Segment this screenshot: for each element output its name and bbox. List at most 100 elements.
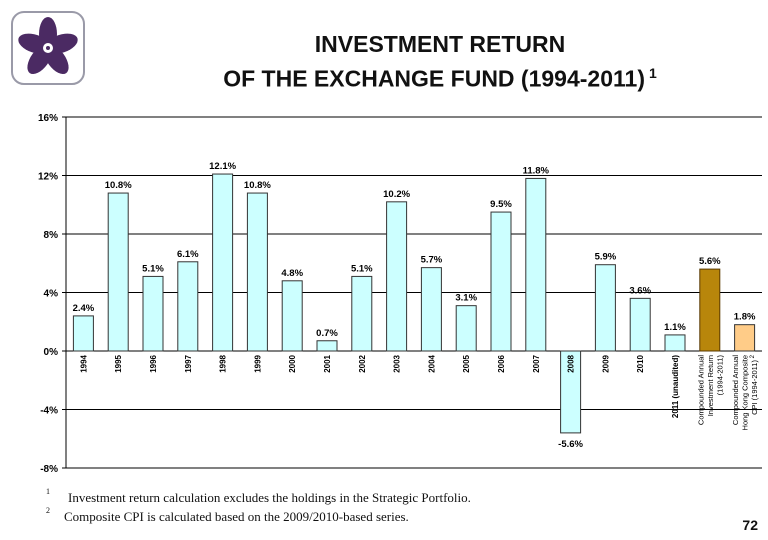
bar	[316, 340, 338, 352]
x-tick-label-line: 2007	[532, 354, 541, 372]
x-tick-label: 2010	[636, 354, 645, 372]
bar	[455, 305, 477, 352]
data-label: 12.1%	[209, 161, 236, 172]
data-label: 10.8%	[244, 180, 271, 191]
data-label: 6.1%	[177, 249, 199, 260]
bar	[386, 201, 408, 352]
x-tick-label-line: 2008	[567, 354, 576, 372]
x-tick-label: 2002	[358, 354, 367, 372]
x-tick-label: 2001	[323, 354, 332, 372]
bar	[664, 334, 686, 352]
data-label: 5.1%	[351, 263, 373, 274]
bauhinia-logo-icon	[11, 11, 85, 85]
bar	[629, 297, 651, 352]
x-tick-label-line: 2005	[462, 354, 471, 372]
x-tick-label: 2006	[497, 354, 506, 372]
title-footnote-ref: 1	[648, 65, 657, 81]
x-tick-label: Compounded Annual Investment Return (1994-…	[696, 355, 724, 426]
x-tick-label-line: 2004	[427, 354, 436, 372]
data-label: 2.4%	[73, 303, 95, 314]
x-tick-label: Compounded Annual Hong Kong Composite CPI …	[731, 354, 759, 430]
x-tick-label: 2003	[393, 354, 402, 372]
title-line-1: INVESTMENT RETURN	[314, 31, 566, 57]
bar	[560, 350, 582, 434]
data-label: 5.1%	[142, 263, 164, 274]
data-label: 10.8%	[105, 180, 132, 191]
bar	[525, 177, 547, 352]
footnote-2-text: Composite CPI is calculated based on the…	[64, 509, 409, 524]
x-tick-label: 2004	[427, 354, 436, 372]
x-tick-label-line: 2010	[636, 354, 645, 372]
y-tick-label: 16%	[38, 113, 58, 124]
x-tick-label-line: CPI (1994-2011) 2	[750, 354, 759, 415]
x-tick-label: 1995	[114, 354, 123, 372]
x-tick-label-line: 2001	[323, 354, 332, 372]
y-tick-label: 12%	[38, 172, 58, 183]
data-label: 10.2%	[383, 189, 410, 200]
x-tick-label-line: Hong Kong Composite	[741, 355, 750, 430]
bar	[699, 268, 721, 352]
x-tick-label-line: (1994-2011)	[715, 355, 724, 396]
bar	[281, 280, 303, 352]
bar	[734, 324, 756, 352]
x-tick-label-line: 2003	[393, 354, 402, 372]
x-tick-label: 2000	[288, 354, 297, 372]
page-number: 72	[742, 517, 758, 533]
title-line-2-wrap: OF THE EXCHANGE FUND (1994-2011) 1	[140, 59, 740, 94]
x-tick-label-line: 1999	[253, 354, 262, 372]
data-label: 0.7%	[316, 328, 338, 339]
x-tick-label-line: Compounded Annual	[731, 355, 740, 425]
x-tick-label: 2007	[532, 354, 541, 372]
x-tick-label: 2008	[567, 354, 576, 372]
footnote-1-text: Investment return calculation excludes t…	[68, 490, 471, 505]
y-tick-label: 4%	[44, 289, 59, 300]
x-tick-label: 1998	[219, 354, 228, 372]
y-tick-label: -4%	[40, 406, 58, 417]
x-tick-label: 1999	[253, 354, 262, 372]
chart-title: INVESTMENT RETURN OF THE EXCHANGE FUND (…	[140, 30, 740, 94]
data-label: 1.8%	[734, 312, 756, 323]
data-label: 3.6%	[629, 285, 651, 296]
x-tick-label: 2005	[462, 354, 471, 372]
bar	[107, 192, 129, 352]
x-tick-label-line: Compounded Annual	[696, 355, 705, 425]
footnote-1-number: 1	[46, 487, 50, 496]
x-tick-label: 2011 (unaudited)	[671, 355, 680, 418]
bar	[490, 211, 512, 352]
x-tick-label-line: 1997	[184, 354, 193, 372]
x-tick-label: 1997	[184, 354, 193, 372]
x-tick-label-line: 1998	[219, 354, 228, 372]
bar	[594, 264, 616, 352]
bar	[351, 275, 373, 352]
x-tick-label: 1996	[149, 354, 158, 372]
bar	[142, 275, 164, 352]
bar	[246, 192, 268, 352]
bar-chart: 16% 12% 8% 4% 0% -4% -8% 2.4% 1994 10.8% 1995 5.1% 1…	[38, 113, 762, 475]
data-label: 4.8%	[281, 268, 303, 279]
y-tick-label: 0%	[44, 347, 59, 358]
data-label: 3.1%	[455, 293, 477, 304]
x-tick-label-line: 1996	[149, 354, 158, 372]
x-tick-label-line: 2011 (unaudited)	[671, 355, 680, 418]
data-label: -5.6%	[558, 439, 583, 450]
bar	[420, 267, 442, 352]
data-label: 5.7%	[421, 255, 443, 266]
y-tick-label: -8%	[40, 464, 58, 475]
data-label: 9.5%	[490, 199, 512, 210]
x-tick-label: 2009	[601, 354, 610, 372]
y-tick-label: 8%	[44, 230, 59, 241]
x-tick-label-line: Investment Return	[706, 355, 715, 416]
bar	[177, 261, 199, 352]
title-line-2: OF THE EXCHANGE FUND (1994-2011)	[223, 65, 645, 92]
data-label: 5.6%	[699, 256, 721, 267]
bar	[212, 173, 234, 352]
x-tick-label-line: 2002	[358, 354, 367, 372]
x-tick-label-line: 1994	[79, 354, 88, 372]
footnote-2-number: 2	[46, 506, 50, 515]
x-tick-label-line: 1995	[114, 354, 123, 372]
data-label: 5.9%	[595, 252, 617, 263]
x-tick-label-line: 2006	[497, 354, 506, 372]
bar	[72, 315, 94, 352]
x-tick-label: 1994	[79, 354, 88, 372]
data-label: 11.8%	[523, 165, 550, 176]
